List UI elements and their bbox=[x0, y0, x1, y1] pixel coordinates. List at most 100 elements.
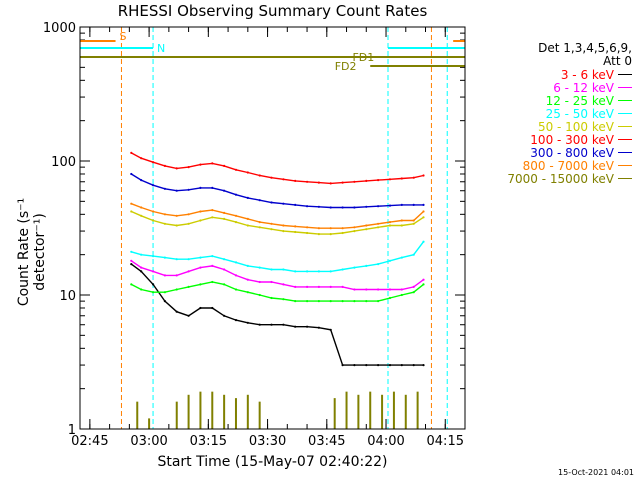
data-point bbox=[306, 231, 309, 235]
chart-title: RHESSI Observing Summary Count Rates bbox=[117, 2, 428, 20]
legend-swatch bbox=[618, 178, 632, 179]
data-point bbox=[377, 179, 380, 182]
data-point bbox=[175, 224, 178, 227]
data-point bbox=[270, 268, 273, 271]
data-point bbox=[294, 270, 297, 273]
data-point bbox=[353, 206, 356, 209]
legend-swatch bbox=[618, 100, 632, 101]
data-point bbox=[388, 296, 392, 300]
data-point bbox=[306, 270, 309, 273]
data-point bbox=[130, 259, 133, 262]
data-point bbox=[341, 268, 344, 271]
data-point bbox=[317, 326, 320, 329]
data-point bbox=[211, 216, 214, 219]
data-point bbox=[163, 256, 166, 259]
data-point bbox=[223, 283, 226, 286]
data-point bbox=[187, 213, 190, 216]
data-point bbox=[246, 321, 249, 324]
data-point bbox=[223, 189, 226, 192]
data-point bbox=[211, 162, 214, 165]
data-point bbox=[329, 182, 332, 185]
data-point bbox=[152, 270, 155, 273]
data-point bbox=[258, 293, 261, 297]
x-axis-label: Start Time (15-May-07 02:40:22) bbox=[157, 454, 388, 470]
data-point bbox=[175, 189, 178, 192]
data-point bbox=[163, 300, 166, 303]
legend-item: 100 - 300 keV bbox=[480, 133, 632, 147]
x-tick-label: 03:45 bbox=[308, 434, 345, 449]
data-point bbox=[341, 231, 344, 235]
data-point bbox=[353, 226, 356, 229]
data-point bbox=[365, 179, 368, 182]
data-point bbox=[163, 291, 166, 294]
data-point bbox=[223, 211, 226, 214]
y-tick-label: 10 bbox=[59, 289, 76, 304]
data-point bbox=[223, 314, 226, 317]
data-point bbox=[412, 219, 415, 222]
data-point bbox=[152, 184, 155, 187]
legend-swatch bbox=[618, 126, 632, 127]
data-point bbox=[234, 288, 238, 291]
data-point bbox=[353, 180, 356, 183]
data-point bbox=[388, 224, 392, 227]
data-point bbox=[234, 261, 238, 264]
data-point bbox=[282, 178, 285, 181]
legend-swatch bbox=[618, 113, 632, 114]
data-point bbox=[140, 179, 143, 182]
data-point bbox=[211, 306, 214, 310]
data-point bbox=[377, 222, 380, 225]
legend-swatch bbox=[618, 152, 632, 153]
data-point bbox=[422, 283, 425, 286]
y-tick-label: 1000 bbox=[43, 21, 76, 36]
legend: Det 1,3,4,5,6,9, Att 0 3 - 6 keV 6 - 12 k… bbox=[480, 41, 632, 186]
data-point bbox=[365, 228, 368, 231]
data-point bbox=[412, 222, 415, 225]
data-point bbox=[306, 180, 309, 183]
data-point bbox=[130, 250, 133, 253]
data-point bbox=[152, 255, 155, 258]
data-point bbox=[211, 255, 214, 258]
data-point bbox=[152, 210, 155, 213]
data-point bbox=[365, 224, 368, 227]
data-point bbox=[353, 300, 356, 303]
data-point bbox=[329, 227, 332, 230]
data-point bbox=[199, 266, 202, 269]
data-point bbox=[377, 288, 380, 291]
legend-header-line2: Att 0 bbox=[603, 54, 632, 68]
data-point bbox=[365, 300, 368, 303]
data-point bbox=[130, 263, 133, 266]
data-point bbox=[246, 291, 249, 294]
data-point bbox=[306, 205, 309, 208]
data-point bbox=[163, 187, 166, 190]
data-point bbox=[258, 266, 261, 269]
legend-swatch bbox=[618, 74, 632, 75]
y-tick-label: 1 bbox=[68, 423, 76, 438]
data-point bbox=[130, 151, 133, 154]
data-point bbox=[199, 306, 202, 310]
data-point bbox=[353, 288, 356, 291]
data-point bbox=[175, 288, 178, 291]
data-point bbox=[152, 283, 155, 286]
data-point bbox=[140, 157, 143, 160]
data-point bbox=[365, 288, 368, 291]
data-point bbox=[152, 291, 155, 294]
data-point bbox=[294, 179, 297, 182]
series-line bbox=[130, 173, 424, 209]
data-point bbox=[294, 225, 297, 228]
series-layer bbox=[130, 151, 425, 429]
legend-label: 7000 - 15000 keV bbox=[507, 171, 614, 186]
data-point bbox=[422, 210, 425, 213]
data-point bbox=[388, 204, 392, 207]
legend-header-line1: Det 1,3,4,5,6,9, bbox=[538, 41, 632, 55]
data-point bbox=[246, 217, 249, 220]
data-point bbox=[353, 266, 356, 269]
data-point bbox=[282, 230, 285, 233]
data-point bbox=[211, 264, 214, 267]
data-point bbox=[163, 222, 166, 225]
data-point bbox=[377, 300, 380, 303]
x-tick-label: 03:00 bbox=[130, 434, 167, 449]
data-point bbox=[140, 214, 143, 217]
data-point bbox=[329, 300, 332, 303]
